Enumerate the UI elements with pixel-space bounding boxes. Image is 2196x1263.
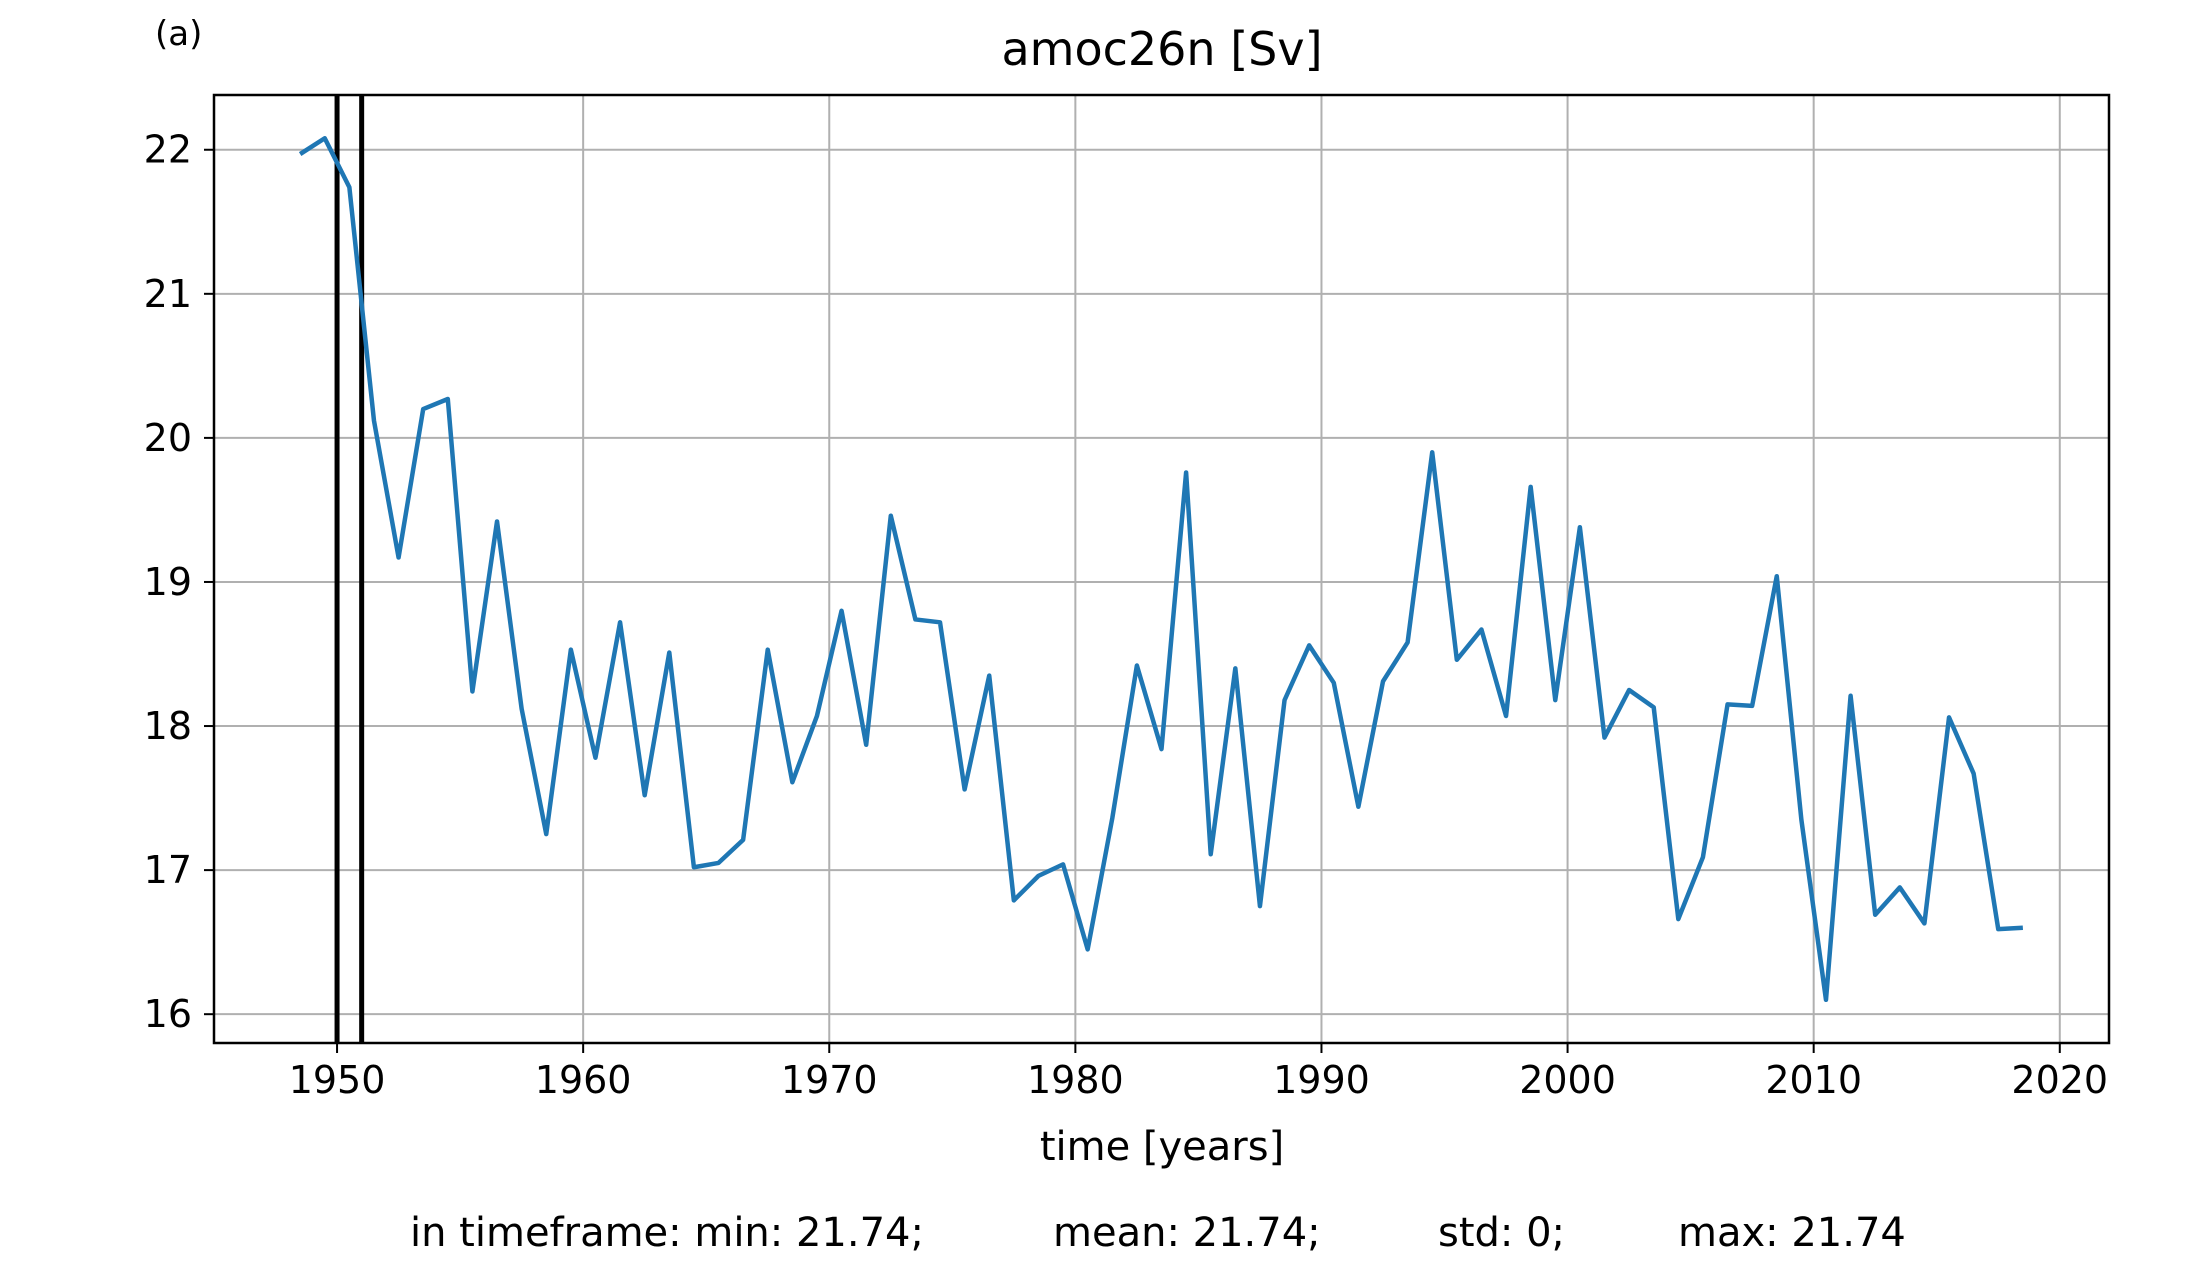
y-tick-label: 16 <box>144 992 192 1036</box>
y-tick-label: 20 <box>144 416 192 460</box>
stats-std: std: 0; <box>1438 1210 1566 1256</box>
y-tick-label: 18 <box>144 704 192 748</box>
series <box>298 135 2023 1003</box>
x-tick-label: 1990 <box>1273 1058 1370 1102</box>
plot-frame <box>212 93 2111 1045</box>
x-tick-label: 1960 <box>535 1058 632 1102</box>
y-tick-label: 19 <box>144 560 192 604</box>
x-tick-label: 2020 <box>2011 1058 2108 1102</box>
x-tick-label: 1980 <box>1027 1058 1124 1102</box>
x-axis-label: time [years] <box>1040 1124 1284 1170</box>
y-tick-label: 22 <box>144 128 192 172</box>
chart-title: amoc26n [Sv] <box>1001 22 1322 76</box>
stats-min: in timeframe: min: 21.74; <box>410 1210 924 1256</box>
x-tick-label: 2010 <box>1765 1058 1862 1102</box>
x-tick-label: 2000 <box>1519 1058 1616 1102</box>
y-axis-ticks: 16 17 18 19 20 21 22 <box>144 128 214 1036</box>
x-tick-label: 1970 <box>781 1058 878 1102</box>
grid <box>214 95 2109 1043</box>
stats-max: max: 21.74 <box>1678 1210 1906 1256</box>
y-tick-label: 21 <box>144 272 192 316</box>
marker-lines <box>334 95 365 1043</box>
stats-mean: mean: 21.74; <box>1053 1210 1321 1256</box>
panel-label: (a) <box>155 14 203 54</box>
y-tick-label: 17 <box>144 848 192 892</box>
x-tick-label: 1950 <box>289 1058 386 1102</box>
series-line <box>298 135 2023 1003</box>
x-axis-ticks: 1950 1960 1970 1980 1990 2000 2010 2020 <box>289 1043 2108 1102</box>
